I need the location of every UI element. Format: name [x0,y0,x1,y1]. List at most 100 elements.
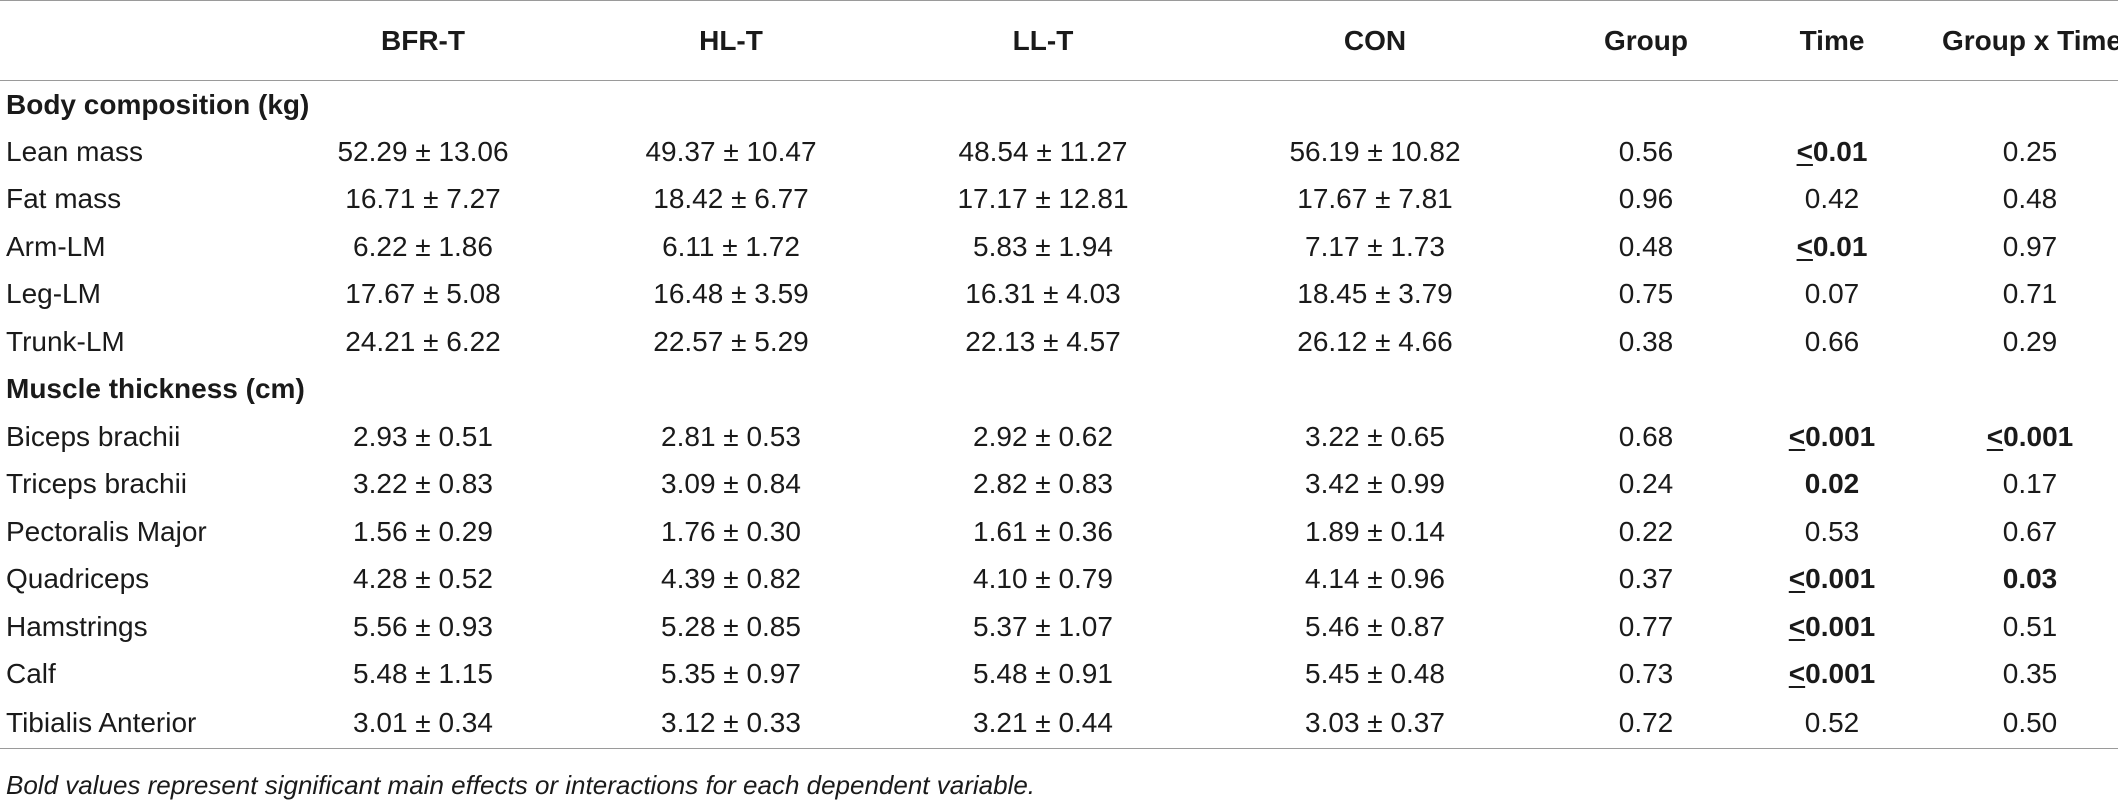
cell-time: 0.52 [1722,698,1942,749]
cell-time: <0.001 [1788,563,1876,595]
cell-time: 0.07 [1804,278,1860,310]
cell-group: 0.73 [1618,658,1674,690]
cell-ll-t: 17.17 ± 12.81 [957,183,1129,215]
cell-ll-t: 2.92 ± 0.62 [973,420,1113,452]
cell-hl-t: 18.42 ± 6.77 [653,183,809,215]
cell-time: <0.001 [1788,658,1876,690]
cell-group-x-time: 0.51 [2002,610,2058,642]
cell-hl-t: 22.57 ± 5.29 [653,325,809,357]
cell-con: 3.03 ± 0.37 [1180,698,1570,749]
row-label: Biceps brachii [6,420,181,452]
row-label: Leg-LM [6,278,101,310]
row-label: Trunk-LM [6,325,125,357]
row-label: Lean mass [6,135,143,167]
cell-hl-t: 16.48 ± 3.59 [653,278,809,310]
row-label: Pectoralis Major [6,515,207,547]
table-row: Fat mass 16.71 ± 7.27 18.42 ± 6.77 17.17 ± … [0,176,2118,224]
cell-bfr-t: 6.22 ± 1.86 [353,230,493,262]
cell-hl-t: 49.37 ± 10.47 [645,135,817,167]
row-label: Calf [6,658,56,690]
header-row: BFR-T HL-T LL-T CON Group Time Group x T… [0,0,2118,81]
section-title: Muscle thickness (cm) [6,373,305,405]
cell-con: 18.45 ± 3.79 [1297,278,1453,310]
header-group-x-time: Group x Time [1942,0,2118,81]
cell-con: 3.22 ± 0.65 [1305,420,1445,452]
cell-group: 0.96 [1618,183,1674,215]
cell-con: 56.19 ± 10.82 [1289,135,1461,167]
table-body: Body composition (kg) Lean mass 52.29 ± 13… [0,81,2118,749]
cell-bfr-t: 3.22 ± 0.83 [353,468,493,500]
cell-group: 0.48 [1618,230,1674,262]
header-stub [0,0,290,81]
cell-bfr-t: 4.28 ± 0.52 [353,563,493,595]
cell-bfr-t: 52.29 ± 13.06 [337,135,509,167]
cell-time: 0.02 [1804,468,1860,500]
cell-time: <0.001 [1788,610,1876,642]
table-row: Tibialis Anterior 3.01 ± 0.34 3.12 ± 0.33 3… [0,698,2118,749]
table-row: Arm-LM 6.22 ± 1.86 6.11 ± 1.72 5.83 ± 1.94 7… [0,223,2118,271]
cell-group: 0.22 [1618,515,1674,547]
results-table: BFR-T HL-T LL-T CON Group Time Group x T… [0,0,2118,749]
cell-ll-t: 22.13 ± 4.57 [965,325,1121,357]
cell-group-x-time: 0.35 [2002,658,2058,690]
row-label: Hamstrings [6,610,148,642]
row-label: Fat mass [6,183,122,215]
cell-con: 26.12 ± 4.66 [1297,325,1453,357]
cell-hl-t: 1.76 ± 0.30 [661,515,801,547]
cell-group: 0.72 [1570,698,1722,749]
cell-con: 5.46 ± 0.87 [1305,610,1445,642]
cell-time: <0.001 [1788,420,1876,452]
cell-group-x-time: 0.71 [2002,278,2058,310]
cell-ll-t: 5.37 ± 1.07 [973,610,1113,642]
row-label: Arm-LM [6,230,106,262]
header-group: Group [1570,0,1722,81]
cell-bfr-t: 2.93 ± 0.51 [353,420,493,452]
cell-group: 0.77 [1618,610,1674,642]
cell-bfr-t: 5.56 ± 0.93 [353,610,493,642]
cell-group: 0.38 [1618,325,1674,357]
cell-group-x-time: 0.50 [1942,698,2118,749]
cell-con: 7.17 ± 1.73 [1305,230,1445,262]
row-label: Quadriceps [6,563,150,595]
table-row: Calf 5.48 ± 1.15 5.35 ± 0.97 5.48 ± 0.91 5.4… [0,651,2118,699]
cell-ll-t: 5.48 ± 0.91 [973,658,1113,690]
table-row: Pectoralis Major 1.56 ± 0.29 1.76 ± 0.30 1.… [0,508,2118,556]
section-row: Muscle thickness (cm) [0,366,2118,414]
table-footnote: Bold values represent significant main e… [6,770,1036,800]
table-row: Leg-LM 17.67 ± 5.08 16.48 ± 3.59 16.31 ± 4.… [0,271,2118,319]
section-row: Body composition (kg) [0,81,2118,129]
header-bfr-t: BFR-T [290,0,556,81]
header-ll-t: LL-T [906,0,1180,81]
cell-hl-t: 5.28 ± 0.85 [661,610,801,642]
cell-ll-t: 2.82 ± 0.83 [973,468,1113,500]
cell-group-x-time: 0.25 [2002,135,2058,167]
cell-group: 0.37 [1618,563,1674,595]
cell-hl-t: 3.12 ± 0.33 [556,698,906,749]
cell-hl-t: 4.39 ± 0.82 [661,563,801,595]
cell-hl-t: 3.09 ± 0.84 [661,468,801,500]
cell-group-x-time: 0.17 [2002,468,2058,500]
header-hl-t: HL-T [556,0,906,81]
cell-group-x-time: <0.001 [1986,420,2074,452]
cell-ll-t: 48.54 ± 11.27 [958,135,1128,167]
cell-time: <0.01 [1796,230,1868,262]
cell-bfr-t: 3.01 ± 0.34 [290,698,556,749]
table-row: Hamstrings 5.56 ± 0.93 5.28 ± 0.85 5.37 ± 1… [0,603,2118,651]
cell-group-x-time: 0.03 [2002,563,2058,595]
table-header: BFR-T HL-T LL-T CON Group Time Group x T… [0,0,2118,81]
cell-bfr-t: 24.21 ± 6.22 [345,325,501,357]
cell-group-x-time: 0.67 [2002,515,2058,547]
cell-group-x-time: 0.29 [2002,325,2058,357]
cell-hl-t: 5.35 ± 0.97 [661,658,801,690]
cell-con: 5.45 ± 0.48 [1305,658,1445,690]
section-title: Body composition (kg) [6,88,310,120]
row-label: Triceps brachii [6,468,188,500]
cell-con: 3.42 ± 0.99 [1305,468,1445,500]
cell-time: 0.53 [1804,515,1860,547]
cell-ll-t: 4.10 ± 0.79 [973,563,1113,595]
cell-group-x-time: 0.97 [2002,230,2058,262]
cell-bfr-t: 1.56 ± 0.29 [353,515,493,547]
header-con: CON [1180,0,1570,81]
cell-hl-t: 2.81 ± 0.53 [661,420,801,452]
